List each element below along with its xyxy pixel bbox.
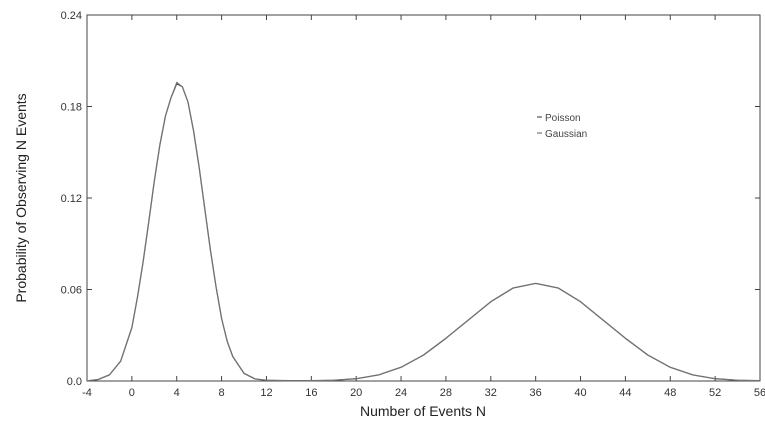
x-tick-label: -4 <box>82 387 92 399</box>
x-axis: -4 0 4 8 12 16 20 24 28 32 36 40 44 48 52 56 <box>82 15 765 399</box>
legend-label-gaussian: Gaussian <box>545 129 587 140</box>
x-tick-label: 20 <box>350 387 362 399</box>
x-tick-label: 28 <box>440 387 452 399</box>
x-axis-label: Number of Events N <box>360 403 486 419</box>
x-tick-label: 24 <box>395 387 407 399</box>
series-line-gaussian <box>86 81 761 382</box>
plot-frame <box>86 14 761 382</box>
series-line-poisson <box>86 82 761 382</box>
x-tick-label: 36 <box>530 387 542 399</box>
y-tick-label: 0.24 <box>61 10 82 22</box>
y-tick-label: 0.0 <box>67 376 82 388</box>
series-layer <box>86 81 761 382</box>
x-tick-label: 12 <box>260 387 272 399</box>
x-tick-label: 16 <box>305 387 317 399</box>
x-tick-label: 0 <box>129 387 135 399</box>
x-tick-label: 44 <box>619 387 631 399</box>
legend-label-poisson: Poisson <box>545 113 581 124</box>
y-axis: 0.0 0.06 0.12 0.18 0.24 <box>61 10 760 388</box>
x-tick-label: 48 <box>664 387 676 399</box>
legend: Poisson Gaussian <box>537 113 587 140</box>
y-tick-label: 0.12 <box>61 193 82 205</box>
y-tick-label: 0.06 <box>61 285 82 297</box>
y-axis-label: Probability of Observing N Events <box>13 93 29 302</box>
y-tick-label: 0.18 <box>61 102 82 114</box>
x-tick-label: 32 <box>485 387 497 399</box>
x-tick-label: 40 <box>574 387 586 399</box>
x-tick-label: 52 <box>709 387 721 399</box>
x-tick-label: 4 <box>174 387 180 399</box>
x-tick-label: 56 <box>754 387 765 399</box>
x-tick-label: 8 <box>219 387 225 399</box>
